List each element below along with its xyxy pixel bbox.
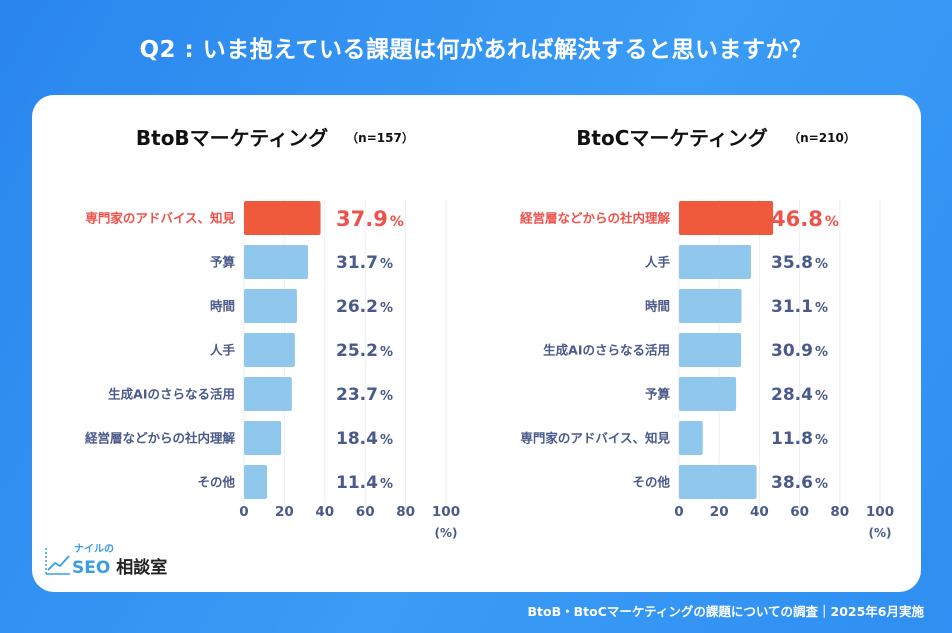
value-label: 38.6 <box>771 473 813 493</box>
category-label: 経営層などからの社内理解 <box>520 211 671 226</box>
category-label: その他 <box>632 475 670 490</box>
x-tick-label: 40 <box>315 504 334 520</box>
category-label: 人手 <box>210 343 236 358</box>
category-label: 人手 <box>645 255 671 270</box>
value-label: 18.4 <box>336 429 378 449</box>
value-label: 28.4 <box>771 385 813 405</box>
bar <box>244 333 295 367</box>
x-unit-label: (%) <box>435 526 458 540</box>
bar <box>244 421 282 455</box>
bar <box>244 289 297 323</box>
value-suffix: % <box>380 389 393 404</box>
bar <box>679 333 742 367</box>
category-label: その他 <box>197 475 235 490</box>
value-label: 31.1 <box>771 297 813 317</box>
value-suffix: % <box>380 433 393 448</box>
bar <box>679 377 737 411</box>
value-suffix: % <box>380 257 393 272</box>
value-suffix: % <box>815 301 828 316</box>
bar <box>679 201 774 235</box>
value-label: 31.7 <box>336 253 378 273</box>
category-label: 経営層などからの社内理解 <box>85 431 236 446</box>
value-label: 11.8 <box>771 429 813 449</box>
logo-seo-text: SEO <box>72 558 111 578</box>
value-suffix: % <box>815 389 828 404</box>
x-unit-label: (%) <box>869 526 892 540</box>
x-tick-label: 0 <box>674 504 683 520</box>
x-tick-label: 20 <box>710 504 729 520</box>
chart-card <box>32 95 921 592</box>
value-label: 11.4 <box>336 473 378 493</box>
value-suffix: % <box>815 257 828 272</box>
value-suffix: % <box>815 433 828 448</box>
x-tick-label: 20 <box>275 504 294 520</box>
bar <box>244 201 321 235</box>
value-label: 30.9 <box>771 341 813 361</box>
logo-small-text: ナイルの <box>74 544 114 555</box>
x-tick-label: 0 <box>239 504 248 520</box>
category-label: 生成AIのさらなる活用 <box>108 387 235 402</box>
x-tick-label: 80 <box>396 504 415 520</box>
category-label: 時間 <box>210 299 235 314</box>
bar <box>679 465 757 499</box>
category-label: 予算 <box>645 387 671 402</box>
page-title: Q2 : いま抱えている課題は何があれば解決すると思いますか？ <box>139 37 813 63</box>
bar <box>679 421 703 455</box>
value-label: 37.9 <box>336 207 388 231</box>
value-suffix: % <box>825 214 839 230</box>
chart-title: BtoCマーケティング <box>576 126 768 150</box>
x-tick-label: 40 <box>750 504 769 520</box>
value-label: 35.8 <box>771 253 813 273</box>
category-label: 専門家のアドバイス、知見 <box>520 431 670 446</box>
seo-soudanshitsu-logo: ナイルの SEO 相談室 <box>44 540 174 580</box>
category-label: 生成AIのさらなる活用 <box>543 343 670 358</box>
value-label: 25.2 <box>336 341 378 361</box>
value-label: 23.7 <box>336 385 378 405</box>
bar <box>244 245 309 279</box>
bar <box>244 377 292 411</box>
bar <box>679 245 751 279</box>
x-tick-label: 60 <box>790 504 809 520</box>
sample-size-label: （n=210） <box>788 130 856 145</box>
x-tick-label: 60 <box>356 504 375 520</box>
category-label: 専門家のアドバイス、知見 <box>85 211 235 226</box>
survey-footer: BtoB・BtoCマーケティングの課題についての調査｜2025年6月実施 <box>527 604 925 619</box>
logo-rest-text: 相談室 <box>116 558 168 578</box>
category-label: 予算 <box>210 255 236 270</box>
sample-size-label: （n=157） <box>346 130 414 145</box>
value-suffix: % <box>815 345 828 360</box>
bar <box>244 465 268 499</box>
category-label: 時間 <box>645 299 670 314</box>
value-suffix: % <box>380 301 393 316</box>
value-suffix: % <box>390 214 404 230</box>
value-suffix: % <box>380 345 393 360</box>
value-suffix: % <box>380 477 393 492</box>
trend-chart-icon <box>45 548 70 575</box>
value-label: 46.8 <box>771 207 823 231</box>
value-label: 26.2 <box>336 297 378 317</box>
bar <box>679 289 742 323</box>
x-tick-label: 80 <box>830 504 849 520</box>
value-suffix: % <box>815 477 828 492</box>
x-tick-label: 100 <box>432 504 460 520</box>
x-tick-label: 100 <box>866 504 894 520</box>
chart-title: BtoBマーケティング <box>136 126 328 150</box>
